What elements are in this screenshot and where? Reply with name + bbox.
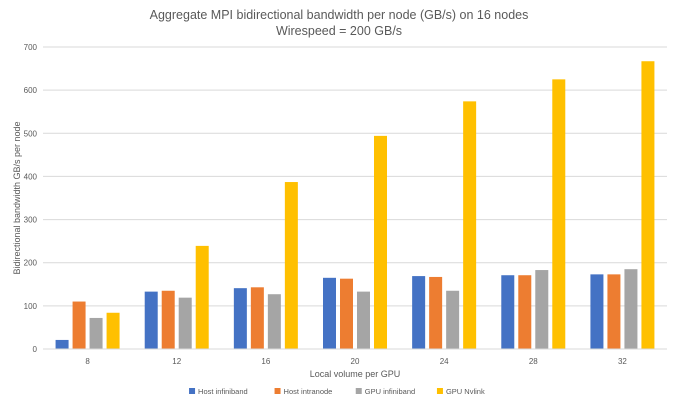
- bar-gpu-infiniband-8: [89, 317, 103, 349]
- x-axis-label: Local volume per GPU: [310, 369, 401, 379]
- bar-host-intranode-24: [429, 276, 443, 349]
- y-tick-label: 200: [24, 259, 38, 268]
- legend-swatch: [355, 388, 362, 394]
- bar-host-infiniband-20: [323, 277, 336, 349]
- x-axis-ticks: 8 12 16 20 24 28 32: [85, 357, 627, 366]
- bar-host-infiniband-12: [144, 291, 158, 349]
- legend-label: Host infiniband: [198, 387, 248, 396]
- bar-gpu-nvlink-8: [106, 312, 120, 349]
- bar-gpu-nvlink-24: [463, 101, 477, 349]
- x-tick-label: 20: [351, 357, 360, 366]
- bar-host-intranode-28: [518, 275, 532, 349]
- y-tick-label: 0: [33, 345, 38, 354]
- y-tick-label: 400: [24, 172, 38, 181]
- bar-gpu-infiniband-12: [178, 297, 192, 349]
- legend-label: GPU infiniband: [365, 387, 415, 396]
- bars: [55, 61, 655, 349]
- chart-subtitle: Wirespeed = 200 GB/s: [275, 24, 403, 38]
- x-tick-label: 16: [261, 357, 270, 366]
- bar-host-intranode-16: [250, 287, 264, 349]
- bar-host-infiniband-28: [501, 275, 515, 349]
- gridlines: [43, 46, 667, 307]
- y-tick-label: 700: [24, 43, 38, 52]
- bar-gpu-nvlink-32: [641, 61, 655, 349]
- bar-gpu-infiniband-28: [535, 270, 549, 349]
- bar-gpu-nvlink-12: [195, 245, 209, 349]
- legend-swatch: [436, 388, 443, 394]
- y-tick-label: 600: [24, 86, 38, 95]
- x-tick-label: 28: [529, 357, 538, 366]
- x-tick-label: 8: [85, 357, 90, 366]
- bar-host-intranode-32: [607, 274, 621, 349]
- legend-swatch: [274, 388, 281, 394]
- bar-host-intranode-12: [161, 290, 175, 349]
- bar-gpu-nvlink-28: [552, 79, 566, 349]
- bar-host-infiniband-16: [233, 288, 247, 349]
- bar-gpu-nvlink-20: [374, 135, 387, 349]
- legend-label: GPU Nvlink: [446, 387, 485, 396]
- y-tick-label: 100: [24, 302, 38, 311]
- x-tick-label: 32: [618, 357, 627, 366]
- chart-title: Aggregate MPI bidirectional bandwidth pe…: [149, 8, 529, 22]
- y-axis-label: Bidirectional bandwidth GB/s per node: [12, 121, 22, 274]
- y-axis-ticks: 0 100 200 300 400 500 600 700: [24, 43, 38, 354]
- bar-host-intranode-20: [340, 278, 353, 349]
- legend: Host infiniband Host intranode GPU infinib…: [189, 387, 485, 396]
- y-tick-label: 300: [24, 216, 38, 225]
- bar-gpu-nvlink-16: [284, 182, 298, 349]
- bar-host-infiniband-32: [590, 274, 604, 349]
- x-tick-label: 12: [172, 357, 181, 366]
- bar-gpu-infiniband-24: [446, 290, 460, 349]
- bar-gpu-infiniband-20: [357, 291, 370, 349]
- x-tick-label: 24: [440, 357, 449, 366]
- bar-gpu-infiniband-16: [267, 294, 281, 349]
- y-tick-label: 500: [24, 129, 38, 138]
- bar-host-intranode-8: [72, 301, 86, 349]
- legend-label: Host intranode: [284, 387, 333, 396]
- legend-swatch: [189, 388, 196, 394]
- bar-gpu-infiniband-32: [624, 269, 638, 349]
- bar-host-infiniband-24: [412, 276, 426, 349]
- bar-host-infiniband-8: [55, 339, 69, 349]
